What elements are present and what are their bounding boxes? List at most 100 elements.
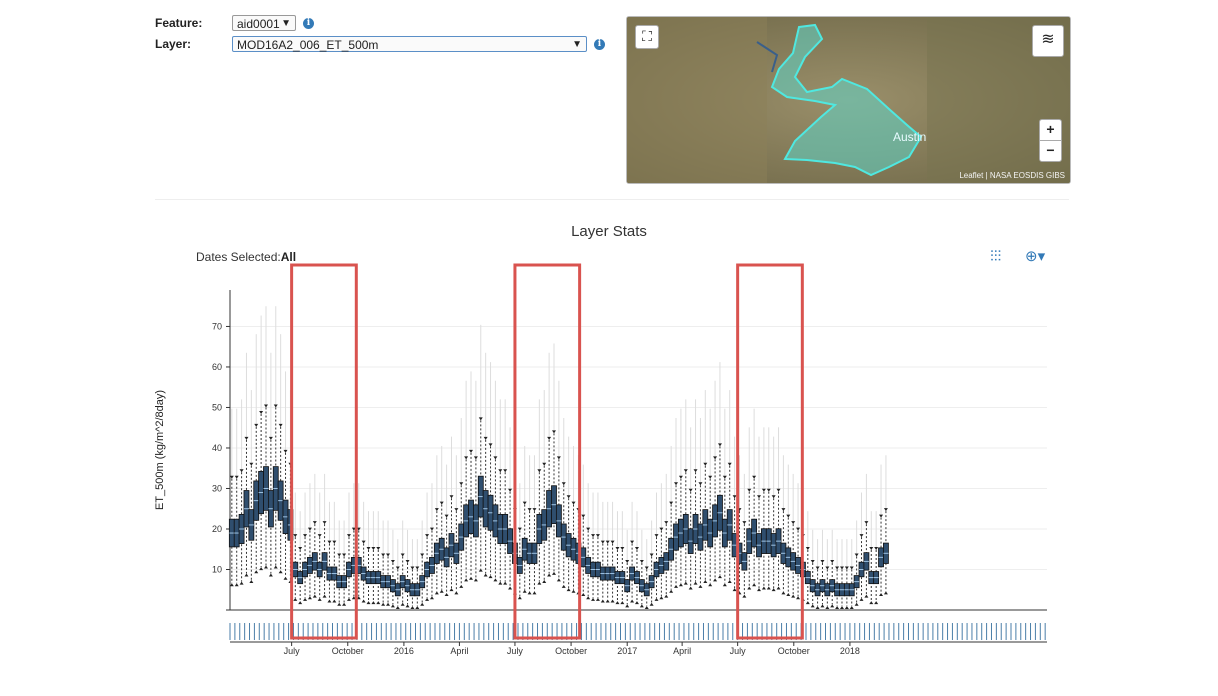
box-whisker-cap-top bbox=[830, 560, 835, 564]
y-tick-label: 40 bbox=[212, 443, 222, 453]
box-whisker-cap-top bbox=[722, 475, 727, 479]
box-whisker-cap-top bbox=[620, 547, 625, 551]
box-whisker-cap-bottom bbox=[254, 570, 259, 574]
box-whisker-cap-bottom bbox=[693, 581, 698, 585]
box-whisker-cap-top bbox=[703, 462, 708, 466]
box-whisker-cap-top bbox=[732, 495, 737, 499]
box-whisker-cap-top bbox=[805, 547, 810, 551]
box-whisker-cap-bottom bbox=[722, 583, 727, 587]
sliders-icon[interactable]: ⫶⫶⫶ bbox=[990, 248, 1002, 265]
box-whisker-cap-bottom bbox=[386, 602, 391, 606]
box-whisker-cap-top bbox=[674, 482, 679, 486]
box-whisker-cap-bottom bbox=[757, 588, 762, 592]
box-whisker-cap-bottom bbox=[473, 578, 478, 582]
box-whisker-cap-bottom bbox=[874, 601, 879, 605]
box-whisker-cap-top bbox=[649, 553, 654, 557]
box-whisker-cap-bottom bbox=[615, 601, 620, 605]
x-tick-label: July bbox=[284, 646, 301, 656]
dates-selected-label: Dates Selected: bbox=[196, 250, 281, 264]
map-attribution: Leaflet | NASA EOSDIS GIBS bbox=[959, 171, 1065, 180]
box-whisker-cap-top bbox=[478, 417, 483, 421]
box-whisker-cap-bottom bbox=[376, 601, 381, 605]
box-whisker-cap-bottom bbox=[649, 602, 654, 606]
box-whisker-cap-bottom bbox=[551, 571, 556, 575]
layer-select[interactable]: MOD16A2_006_ET_500m ▼ bbox=[232, 36, 587, 52]
zoom-out-button[interactable]: − bbox=[1039, 140, 1062, 162]
box-whisker-cap-top bbox=[781, 508, 786, 512]
box-whisker-cap-top bbox=[669, 501, 674, 505]
box-whisker-cap-top bbox=[268, 436, 273, 440]
box-whisker-cap-bottom bbox=[537, 581, 542, 585]
box-whisker-cap-bottom bbox=[595, 597, 600, 601]
box-whisker-cap-top bbox=[327, 540, 332, 544]
x-tick-label: 2016 bbox=[394, 646, 414, 656]
box-whisker-cap-bottom bbox=[835, 605, 840, 609]
box-whisker-cap-top bbox=[678, 475, 683, 479]
box-whisker-cap-bottom bbox=[879, 592, 884, 596]
box-whisker-cap-top bbox=[263, 404, 268, 408]
box-whisker-cap-top bbox=[444, 514, 449, 518]
dates-selected-value: All bbox=[280, 250, 297, 264]
map-view[interactable]: Austin Leaflet | NASA EOSDIS GIBS ⛶ ≋ + … bbox=[626, 16, 1071, 184]
box-whisker-cap-bottom bbox=[761, 586, 766, 590]
layers-icon[interactable]: ≋ bbox=[1032, 25, 1064, 57]
box-whisker-cap-top bbox=[810, 560, 815, 564]
box-whisker-cap-bottom bbox=[346, 597, 351, 601]
box-whisker-cap-top bbox=[776, 488, 781, 492]
box-whisker-cap-top bbox=[556, 456, 561, 460]
stats-title: Layer Stats bbox=[571, 223, 647, 240]
box-whisker-cap-top bbox=[717, 443, 722, 447]
box-whisker-cap-top bbox=[615, 547, 620, 551]
box-whisker-cap-top bbox=[844, 566, 849, 570]
feature-select[interactable]: aid0001 ▼ bbox=[232, 15, 296, 31]
box-whisker-cap-bottom bbox=[547, 573, 552, 577]
box-whisker-cap-top bbox=[386, 553, 391, 557]
y-tick-label: 60 bbox=[212, 362, 222, 372]
box-whisker-cap-bottom bbox=[869, 601, 874, 605]
map-canvas: Austin Leaflet | NASA EOSDIS GIBS bbox=[627, 17, 1070, 183]
box-whisker-cap-bottom bbox=[674, 584, 679, 588]
box-whisker-cap-top bbox=[405, 560, 410, 564]
box-whisker-cap-top bbox=[786, 514, 791, 518]
box-whisker-cap-bottom bbox=[332, 599, 337, 603]
x-tick-label: July bbox=[507, 646, 524, 656]
highlight-rect bbox=[736, 263, 804, 640]
box-whisker-cap-top bbox=[317, 534, 322, 538]
layer-info-icon[interactable]: i bbox=[594, 39, 605, 50]
fullscreen-icon[interactable]: ⛶ bbox=[635, 25, 659, 49]
zoom-icon[interactable]: ⊕▾ bbox=[1025, 248, 1046, 265]
feature-info-icon[interactable]: i bbox=[303, 18, 314, 29]
box-whisker-cap-top bbox=[229, 475, 234, 479]
box-whisker-cap-bottom bbox=[498, 581, 503, 585]
box-whisker-cap-bottom bbox=[503, 581, 508, 585]
box-whisker-cap-top bbox=[639, 560, 644, 564]
box-whisker-cap-top bbox=[630, 540, 635, 544]
box-whisker-cap-top bbox=[879, 514, 884, 518]
box-whisker-cap-bottom bbox=[605, 599, 610, 603]
box-whisker-cap-top bbox=[644, 566, 649, 570]
box-whisker-cap-bottom bbox=[263, 565, 268, 569]
y-tick-label: 50 bbox=[212, 402, 222, 412]
box-whisker-cap-top bbox=[473, 456, 478, 460]
box-whisker-cap-top bbox=[415, 566, 420, 570]
box-whisker-cap-bottom bbox=[390, 604, 395, 608]
box-whisker-cap-top bbox=[259, 410, 264, 414]
box-whisker-cap-top bbox=[483, 436, 488, 440]
box-whisker-cap-top bbox=[469, 449, 474, 453]
x-tick-label: July bbox=[730, 646, 747, 656]
box-whisker-cap-top bbox=[566, 495, 571, 499]
box-whisker-cap-bottom bbox=[444, 592, 449, 596]
zoom-in-button[interactable]: + bbox=[1039, 119, 1062, 141]
box-whisker-cap-bottom bbox=[278, 570, 283, 574]
box-whisker-cap-bottom bbox=[717, 575, 722, 579]
x-tick-label: 2017 bbox=[617, 646, 637, 656]
box-whisker-cap-top bbox=[244, 436, 249, 440]
box-whisker-cap-bottom bbox=[581, 592, 586, 596]
box-whisker-cap-bottom bbox=[839, 605, 844, 609]
box-whisker-cap-top bbox=[727, 462, 732, 466]
box-whisker-cap-bottom bbox=[752, 583, 757, 587]
x-tick-label: 2018 bbox=[840, 646, 860, 656]
box-whisker-cap-top bbox=[400, 553, 405, 557]
box-whisker-cap-bottom bbox=[283, 576, 288, 580]
box-whisker-cap-top bbox=[693, 469, 698, 473]
